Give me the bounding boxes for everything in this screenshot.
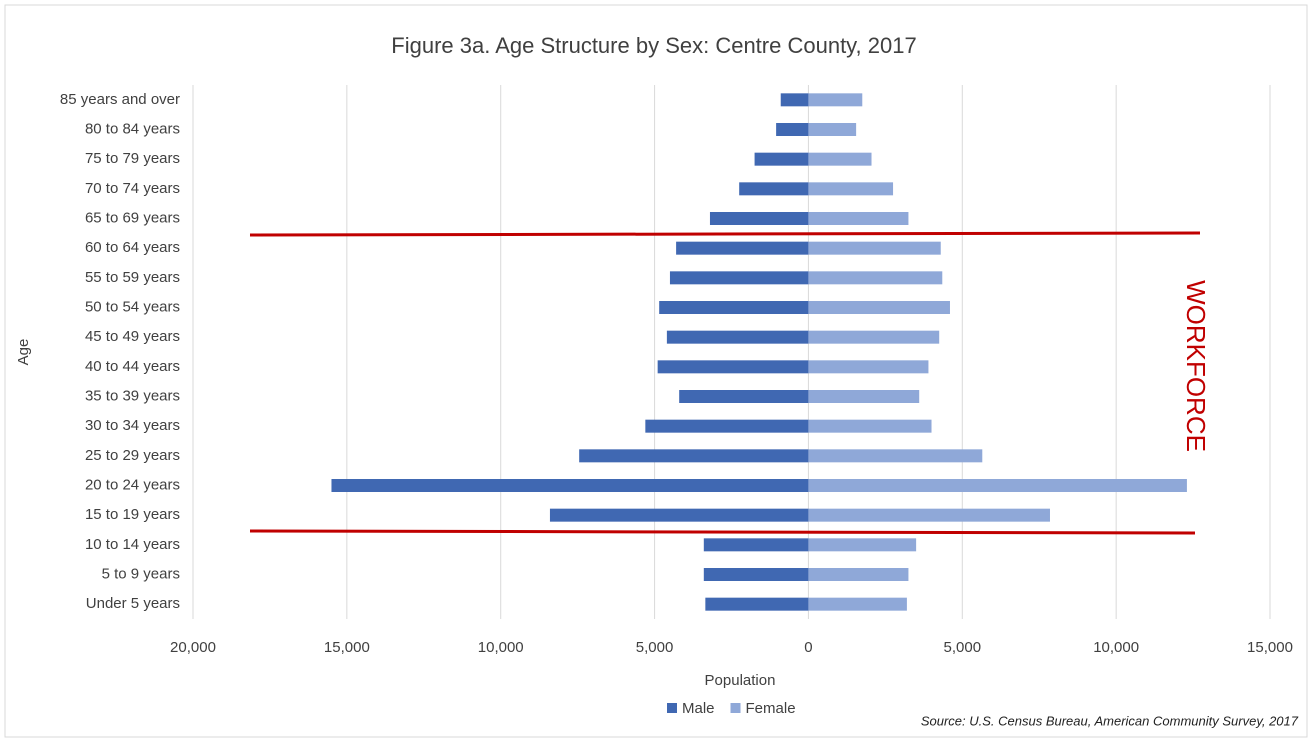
y-tick-label: 30 to 34 years: [85, 417, 180, 434]
bar: [808, 360, 929, 374]
bar: [808, 123, 857, 136]
plot-area: 20,000 15,000 10,000 5,000 0 5,000 10,000 15,00…: [60, 85, 1293, 717]
legend-swatch: [667, 703, 677, 713]
y-tick-label: 65 to 69 years: [85, 209, 180, 226]
bar: [579, 449, 809, 463]
bar: [808, 241, 941, 255]
y-tick-label: 80 to 84 years: [85, 120, 180, 137]
bar: [645, 419, 809, 433]
y-tick-label: 45 to 49 years: [85, 328, 180, 345]
y-axis-title: Age: [15, 339, 32, 366]
x-tick-label: 5,000: [944, 639, 982, 656]
bar: [808, 568, 909, 581]
x-tick-label: 15,000: [1247, 639, 1293, 656]
workforce-annotation: WORKFORCE: [1181, 280, 1211, 452]
bar: [808, 330, 940, 344]
x-tick-label: 5,000: [636, 639, 674, 656]
bar: [808, 182, 894, 196]
y-tick-label: 50 to 54 years: [85, 298, 180, 315]
y-tick-label: 70 to 74 years: [85, 180, 180, 197]
y-tick-label: 20 to 24 years: [85, 476, 180, 493]
bar: [808, 301, 950, 314]
y-tick-label: 40 to 44 years: [85, 358, 180, 375]
y-tick-label: 55 to 59 years: [85, 269, 180, 286]
bar: [808, 449, 983, 463]
bar: [657, 360, 809, 374]
x-tick-label: 10,000: [1093, 639, 1139, 656]
bar: [808, 419, 932, 433]
bar: [679, 390, 809, 403]
bar: [808, 212, 909, 225]
bar: [669, 271, 809, 285]
y-tick-label: 35 to 39 years: [85, 387, 180, 404]
bar: [808, 271, 943, 285]
bar: [703, 568, 809, 581]
bar: [780, 93, 809, 107]
legend-swatch: [730, 703, 741, 713]
legend-label: Female: [746, 700, 796, 717]
bar: [808, 597, 907, 611]
x-tick-label: 15,000: [324, 639, 370, 656]
x-axis-title: Population: [705, 672, 776, 689]
bar: [754, 152, 809, 166]
y-tick-label: 5 to 9 years: [102, 565, 180, 582]
bar: [808, 390, 920, 403]
bar: [549, 508, 809, 522]
bar: [808, 152, 872, 166]
workforce-top-line: [249, 231, 1201, 237]
bar: [331, 479, 809, 492]
bar: [776, 123, 809, 136]
bar: [808, 508, 1050, 522]
chart-frame: [4, 4, 1308, 738]
bar: [666, 330, 809, 344]
chart-title: Figure 3a. Age Structure by Sex: Centre …: [391, 33, 916, 58]
x-tick-label: 10,000: [478, 639, 524, 656]
y-tick-label: 60 to 64 years: [85, 239, 180, 256]
bar: [659, 301, 809, 314]
bar: [808, 538, 917, 552]
y-tick-label: 25 to 29 years: [85, 447, 180, 464]
x-tick-label: 20,000: [170, 639, 216, 656]
y-tick-label: 15 to 19 years: [85, 506, 180, 523]
bar: [739, 182, 809, 196]
y-tick-label: Under 5 years: [86, 595, 180, 612]
source-note: Source: U.S. Census Bureau, American Com…: [921, 713, 1299, 728]
x-tick-label: 0: [804, 639, 812, 656]
bar: [703, 538, 809, 552]
bar: [676, 241, 809, 255]
bar: [808, 93, 863, 107]
bar: [808, 479, 1187, 492]
y-tick-label: 85 years and over: [60, 91, 180, 108]
workforce-bottom-line: [249, 529, 1196, 535]
y-tick-label: 75 to 79 years: [85, 150, 180, 167]
bar: [709, 212, 809, 225]
y-tick-label: 10 to 14 years: [85, 536, 180, 553]
bar: [705, 597, 809, 611]
legend-label: Male: [682, 700, 715, 717]
